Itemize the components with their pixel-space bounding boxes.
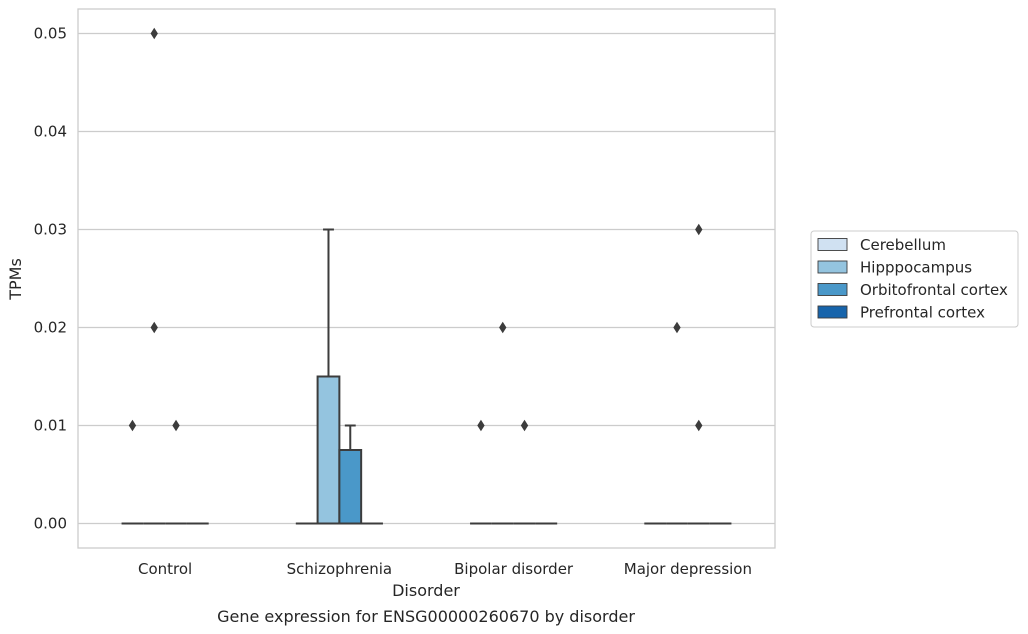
legend-label: Prefrontal cortex <box>860 304 985 322</box>
box <box>338 449 363 525</box>
y-tick-label: 0.01 <box>34 417 67 435</box>
legend-swatch <box>817 283 848 296</box>
y-tick-label: 0.00 <box>34 515 67 533</box>
legend-swatch <box>817 305 848 319</box>
legend-swatch <box>817 238 848 251</box>
y-tick-label: 0.03 <box>34 221 67 239</box>
x-tick-label: Control <box>138 560 192 578</box>
outlier-point <box>695 419 703 432</box>
legend-label: Hipppocampus <box>860 259 972 277</box>
legend-swatch <box>817 260 848 274</box>
box-group <box>121 419 144 525</box>
legend-items: Cerebellum Hipppocampus Orbitofrontal cort… <box>817 236 1008 322</box>
box-group <box>165 419 187 525</box>
y-axis-label: TPMs <box>6 258 25 301</box>
y-tick-label: 0.02 <box>34 319 67 337</box>
box-group <box>491 321 514 525</box>
outlier-point <box>150 27 158 40</box>
box-group <box>687 223 710 525</box>
box-group <box>338 424 363 525</box>
legend-label: Cerebellum <box>860 236 946 254</box>
outlier-point <box>150 321 158 334</box>
x-tick-label: Schizophrenia <box>287 560 392 578</box>
x-tick-label: Major depression <box>624 560 752 578</box>
legend-frame <box>810 230 1019 328</box>
plot-frame <box>77 8 776 549</box>
outlier-point <box>499 321 507 334</box>
outlier-point <box>477 419 485 432</box>
outlier-point <box>695 223 703 236</box>
outlier-point <box>673 321 681 334</box>
outlier-point <box>520 419 529 432</box>
y-axis-ticks: 0.00 0.01 0.02 0.03 0.04 0.05 <box>34 25 67 533</box>
x-axis-ticks: Control Schizophrenia Bipolar disorder Majo… <box>138 560 752 578</box>
y-tick-label: 0.05 <box>34 25 67 43</box>
box-group <box>513 419 536 525</box>
outlier-point <box>128 419 137 432</box>
y-tick-label: 0.04 <box>34 123 67 141</box>
legend: Cerebellum Hipppocampus Orbitofrontal cort… <box>810 230 1019 328</box>
x-tick-label: Bipolar disorder <box>454 560 574 578</box>
legend-label: Orbitofrontal cortex <box>860 281 1008 299</box>
grid-lines <box>78 32 775 525</box>
box-group <box>470 419 492 525</box>
outlier-point <box>172 419 180 432</box>
box-group <box>316 228 341 525</box>
box <box>316 375 341 525</box>
box-group <box>666 321 688 525</box>
chart-caption: Gene expression for ENSG00000260670 by d… <box>217 607 635 626</box>
x-axis-label: Disorder <box>392 581 460 600</box>
box-group <box>143 27 166 525</box>
box-marks <box>121 27 732 525</box>
